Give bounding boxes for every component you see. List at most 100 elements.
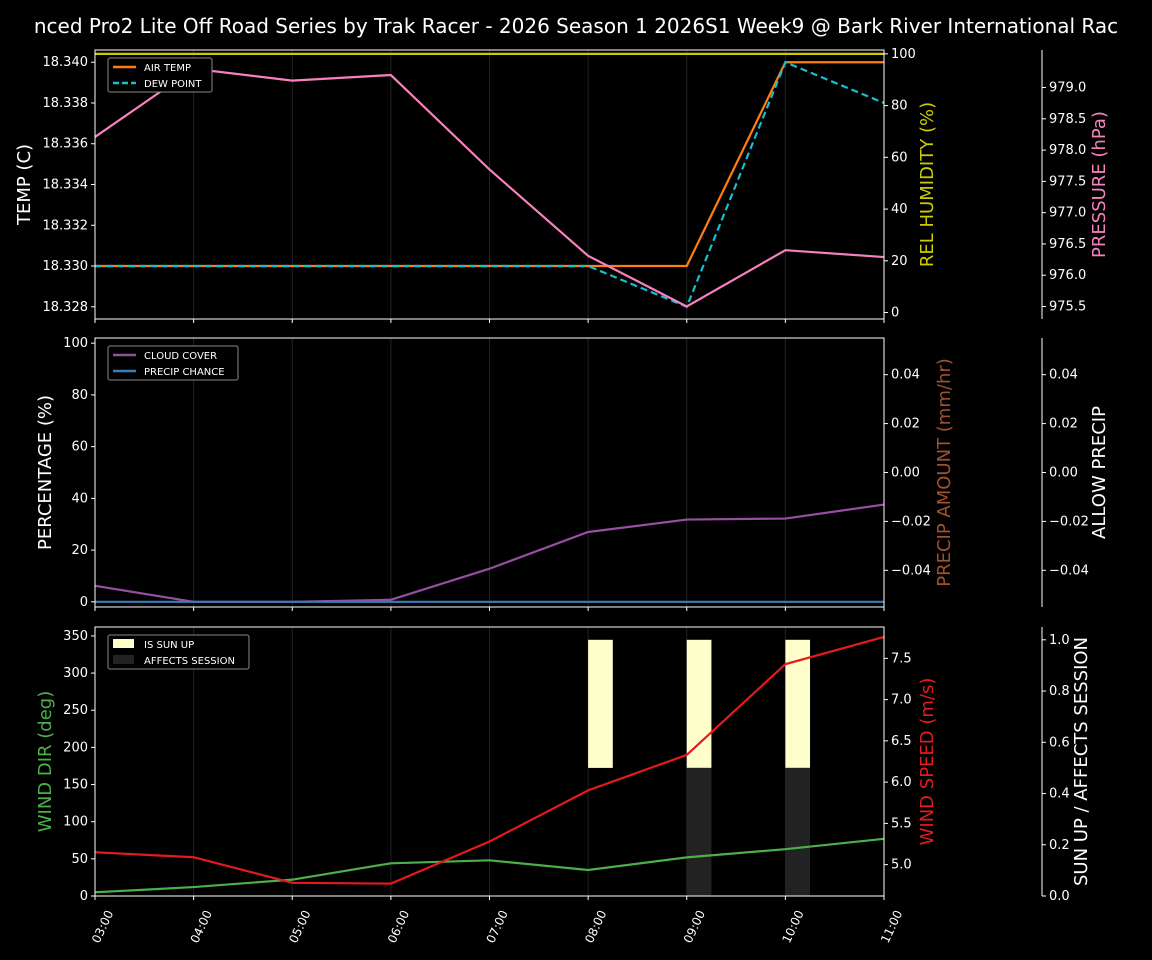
legend-label: DEW POINT xyxy=(144,79,202,90)
right-y-tick-label: 978.5 xyxy=(1049,112,1086,127)
x-tick-label: 06:00 xyxy=(385,908,412,945)
y-tick-label: 18.328 xyxy=(43,300,89,315)
right-y-tick-label: 1.0 xyxy=(1049,633,1070,648)
right-y-tick-label: −0.02 xyxy=(891,514,931,529)
legend-swatch xyxy=(113,639,134,648)
right-axis-label: ALLOW PRECIP xyxy=(1089,406,1110,539)
right-y-tick-label: 0.6 xyxy=(1049,735,1070,750)
series-dew-point xyxy=(95,60,885,309)
right-y-tick-label: 0.00 xyxy=(891,466,920,481)
series-line-1 xyxy=(94,635,885,885)
legend: AIR TEMP DEW POINT xyxy=(107,57,213,93)
y-axis-label: WIND DIR (deg) xyxy=(35,691,56,833)
right-y-tick-label: −0.02 xyxy=(1049,514,1089,529)
right-y-tick-label: 0.04 xyxy=(891,368,920,383)
y-tick-label: 80 xyxy=(71,388,88,403)
right-y-tick-label: 6.5 xyxy=(891,734,912,749)
right-y-tick-label: 6.0 xyxy=(891,775,912,790)
bar-affects-session xyxy=(785,767,811,896)
legend-label: CLOUD COVER xyxy=(144,351,217,362)
y-tick-label: 40 xyxy=(71,491,88,506)
series-air-temp xyxy=(95,61,884,268)
legend-label: AIR TEMP xyxy=(144,63,191,74)
y-tick-label: 200 xyxy=(63,740,88,755)
right-y-tick-label: 5.5 xyxy=(891,816,912,831)
right-y-tick-label: 0 xyxy=(891,306,899,321)
y-tick-label: 60 xyxy=(71,440,88,455)
legend-box xyxy=(107,345,239,381)
legend-box xyxy=(107,634,250,670)
bar-is-sun-up xyxy=(588,639,613,768)
right-y-tick-label: 60 xyxy=(891,150,908,165)
right-axis-label: PRESSURE (hPa) xyxy=(1089,111,1110,258)
y-tick-label: 20 xyxy=(71,543,88,558)
right-y-tick-label: 80 xyxy=(891,99,908,114)
right-y-tick-label: 976.0 xyxy=(1049,268,1086,283)
right-y-tick-label: 40 xyxy=(891,202,908,217)
right-y-tick-label: 0.00 xyxy=(1049,466,1078,481)
bar-affects-session xyxy=(686,767,712,896)
x-tick-label: 08:00 xyxy=(582,908,609,945)
series-line-0 xyxy=(94,837,885,894)
x-tick-label: 07:00 xyxy=(484,908,511,945)
right-y-tick-label: −0.04 xyxy=(891,563,931,578)
right-y-tick-label: 0.4 xyxy=(1049,787,1070,802)
legend-swatch xyxy=(113,655,134,664)
y-tick-label: 0 xyxy=(80,889,88,904)
right-y-tick-label: 7.0 xyxy=(891,693,912,708)
legend: CLOUD COVER PRECIP CHANCE xyxy=(107,345,239,381)
right-y-tick-label: 5.0 xyxy=(891,858,912,873)
right-axis-label: SUN UP / AFFECTS SESSION xyxy=(1071,637,1092,886)
right-y-tick-label: 977.0 xyxy=(1049,206,1086,221)
right-y-tick-label: 979.0 xyxy=(1049,81,1086,96)
panel-3: 0 50 100 150 200 250 300 350 WIND DIR (deg) 5.0 5.… xyxy=(35,626,1092,945)
right-y-tick-label: 0.8 xyxy=(1049,684,1070,699)
y-tick-label: 350 xyxy=(63,629,88,644)
legend: IS SUN UP AFFECTS SESSION xyxy=(107,634,250,670)
y-axis-label: TEMP (C) xyxy=(14,144,35,226)
y-tick-label: 18.330 xyxy=(43,259,89,274)
panel-2: 0 20 40 60 80 100 PERCENTAGE (%) −0.04 −0.02 0.00… xyxy=(35,336,1110,611)
legend-label: AFFECTS SESSION xyxy=(144,656,235,667)
y-tick-label: 18.340 xyxy=(43,55,89,70)
y-tick-label: 18.334 xyxy=(43,178,89,193)
right-axis-label: PRECIP AMOUNT (mm/hr) xyxy=(934,358,955,587)
y-tick-label: 300 xyxy=(63,666,88,681)
x-tick-label: 11:00 xyxy=(878,908,905,945)
legend-label: IS SUN UP xyxy=(144,640,194,651)
y-tick-label: 150 xyxy=(63,778,88,793)
x-tick-label: 03:00 xyxy=(89,908,116,945)
right-y-tick-label: 0.04 xyxy=(1049,368,1078,383)
y-tick-label: 18.338 xyxy=(43,96,89,111)
right-y-tick-label: 976.5 xyxy=(1049,237,1086,252)
right-axis-label: REL HUMIDITY (%) xyxy=(917,102,938,267)
right-y-tick-label: 0.2 xyxy=(1049,838,1070,853)
x-tick-label: 10:00 xyxy=(779,908,806,945)
right-y-tick-label: 977.5 xyxy=(1049,174,1086,189)
right-axis-label: WIND SPEED (m/s) xyxy=(917,678,938,846)
x-tick-label: 05:00 xyxy=(286,908,313,945)
right-y-tick-label: 100 xyxy=(891,47,916,62)
y-tick-label: 50 xyxy=(71,852,88,867)
right-y-tick-label: 7.5 xyxy=(891,651,912,666)
right-y-tick-label: 20 xyxy=(891,254,908,269)
y-axis-label: PERCENTAGE (%) xyxy=(35,395,56,550)
x-tick-label: 09:00 xyxy=(681,908,708,945)
y-tick-label: 100 xyxy=(63,815,88,830)
right-y-tick-label: 0.02 xyxy=(1049,417,1078,432)
right-y-tick-label: 0.02 xyxy=(891,417,920,432)
right-y-tick-label: −0.04 xyxy=(1049,563,1089,578)
legend-label: PRECIP CHANCE xyxy=(144,367,225,378)
y-tick-label: 100 xyxy=(63,336,88,351)
y-tick-label: 0 xyxy=(80,595,88,610)
right-y-tick-label: 978.0 xyxy=(1049,143,1086,158)
right-y-tick-label: 0.0 xyxy=(1049,889,1070,904)
bar-is-sun-up xyxy=(686,639,712,768)
y-tick-label: 18.332 xyxy=(43,218,89,233)
panel-1: 18.328 18.330 18.332 18.334 18.336 18.338 18.3… xyxy=(14,47,1110,323)
x-tick-label: 04:00 xyxy=(188,908,215,945)
y-tick-label: 18.336 xyxy=(43,137,89,152)
y-tick-label: 250 xyxy=(63,703,88,718)
right-y-tick-label: 975.5 xyxy=(1049,299,1086,314)
